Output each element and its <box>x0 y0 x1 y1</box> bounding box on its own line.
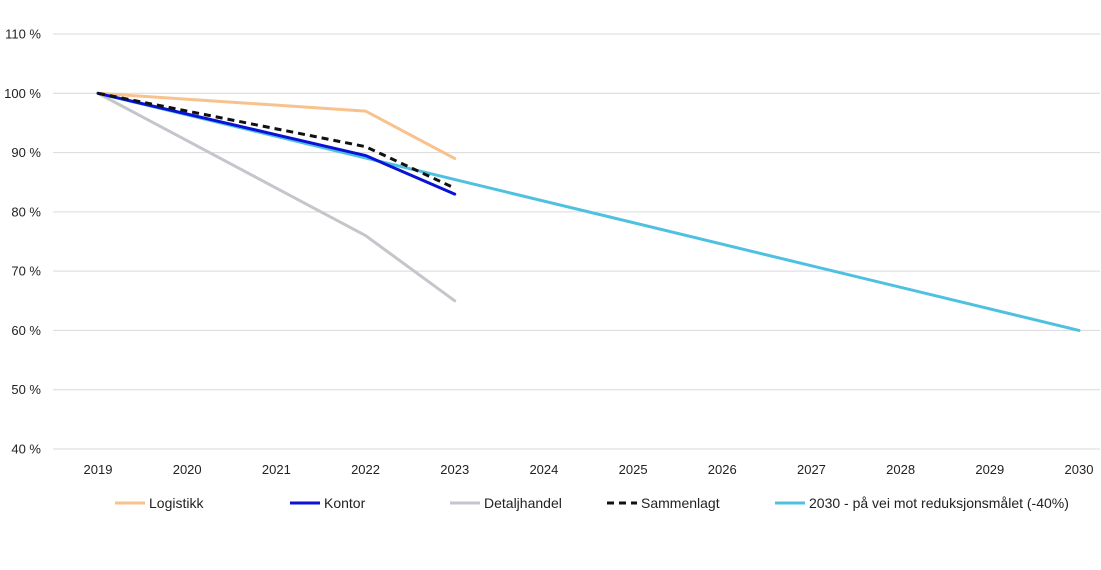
x-tick-label: 2019 <box>84 462 113 477</box>
x-tick-label: 2026 <box>708 462 737 477</box>
series-line-2 <box>96 91 457 303</box>
y-tick-label: 90 % <box>11 145 41 160</box>
y-tick-label: 50 % <box>11 382 41 397</box>
y-tick-label: 40 % <box>11 442 41 457</box>
y-axis-ticks: 40 % 50 % 60 % 70 % 80 % 90 % 100 % 110 % <box>4 27 41 457</box>
y-tick-label: 100 % <box>4 86 41 101</box>
legend-label: Sammenlagt <box>641 495 720 511</box>
y-tick-label: 60 % <box>11 323 41 338</box>
x-tick-label: 2020 <box>173 462 202 477</box>
series-line-0 <box>96 91 457 160</box>
y-tick-label: 70 % <box>11 264 41 279</box>
x-tick-label: 2021 <box>262 462 291 477</box>
legend-label: Logistikk <box>149 495 204 511</box>
legend: Logistikk Kontor Detaljhandel Sammenlagt 203… <box>115 495 1069 511</box>
legend-label: 2030 - på vei mot reduksjonsmålet (-40%) <box>809 495 1069 511</box>
series-lines <box>96 91 1081 332</box>
x-tick-label: 2024 <box>529 462 558 477</box>
x-axis-ticks: 2019 2020 2021 2022 2023 2024 2025 2026 2027 2028… <box>84 462 1094 477</box>
series-line-1 <box>96 91 457 196</box>
x-tick-label: 2027 <box>797 462 826 477</box>
x-tick-label: 2030 <box>1065 462 1094 477</box>
legend-label: Detaljhandel <box>484 495 562 511</box>
x-tick-label: 2025 <box>619 462 648 477</box>
x-tick-label: 2022 <box>351 462 380 477</box>
x-tick-label: 2023 <box>440 462 469 477</box>
x-tick-label: 2029 <box>975 462 1004 477</box>
series-line-3 <box>97 91 456 190</box>
y-tick-label: 110 % <box>5 27 41 42</box>
gridlines <box>53 33 1100 450</box>
legend-label: Kontor <box>324 495 366 511</box>
y-tick-label: 80 % <box>11 204 41 219</box>
x-tick-label: 2028 <box>886 462 915 477</box>
